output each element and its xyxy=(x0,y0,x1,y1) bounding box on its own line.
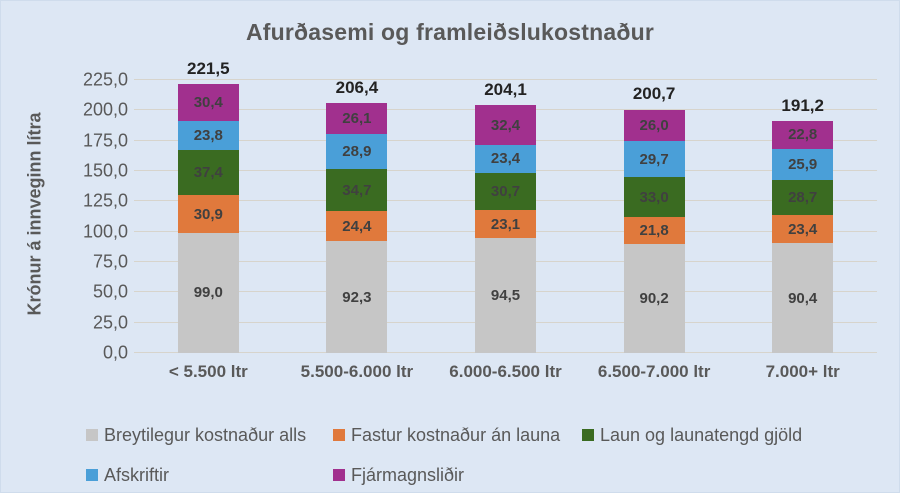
legend-item: Breytilegur kostnaður alls xyxy=(86,425,333,446)
y-tick-label: 125,0 xyxy=(82,190,128,211)
bar-total-label: 204,1 xyxy=(484,80,527,100)
bar-total-label: 200,7 xyxy=(632,84,676,104)
bar-segment: 25,9 xyxy=(772,148,834,181)
bar-segment: 99,0 xyxy=(177,232,239,353)
bar-segment: 23,4 xyxy=(772,214,834,244)
bar-segment: 29,7 xyxy=(623,141,685,178)
legend-item: Laun og launatengd gjöld xyxy=(582,425,802,446)
bar-segment: 28,9 xyxy=(326,134,388,170)
bar-segment: 94,5 xyxy=(475,238,536,353)
stacked-bar: 92,3 24,4 34,7 28,9 26,1 xyxy=(326,102,388,353)
bar-segment: 21,8 xyxy=(623,217,685,244)
y-axis-tick-labels: 0,0 25,0 50,0 75,0 100,0 125,0 150,0 175,0 200,0… xyxy=(1,70,128,363)
bar-segment: 28,7 xyxy=(772,180,834,215)
bar-segment: 26,0 xyxy=(623,109,685,142)
y-tick-label: 100,0 xyxy=(82,221,128,242)
y-tick-label: 200,0 xyxy=(82,99,128,120)
legend-label: Fastur kostnaður án launa xyxy=(351,424,561,445)
bar-segment: 34,7 xyxy=(326,169,388,212)
x-category-label: 6.500-7.000 ltr xyxy=(597,362,711,381)
legend-swatch-icon xyxy=(86,429,98,441)
bar-segment: 24,4 xyxy=(326,211,388,242)
gridline xyxy=(134,79,877,80)
bar-segment: 22,8 xyxy=(772,121,834,149)
legend-label: Afskriftir xyxy=(104,464,169,485)
x-category-label: 5.500-6.000 ltr xyxy=(300,362,414,381)
bar-segment: 30,7 xyxy=(475,173,536,211)
legend-swatch-icon xyxy=(333,469,345,481)
bar-segment: 90,4 xyxy=(772,243,834,353)
bar-segment: 92,3 xyxy=(326,241,388,353)
legend-label: Fjármagnsliðir xyxy=(351,464,465,485)
bar-total-label: 221,5 xyxy=(187,59,230,79)
y-tick-label: 0,0 xyxy=(102,342,128,363)
stacked-bar: 99,0 30,9 37,4 23,8 30,4 xyxy=(177,84,239,353)
x-category-label: 6.000-6.500 ltr xyxy=(449,362,562,381)
plot-area: 99,0 30,9 37,4 23,8 30,4 221,5 92,3 24,4 34,7 28,… xyxy=(134,59,877,353)
stacked-bar: 90,4 23,4 28,7 25,9 22,8 xyxy=(772,121,834,353)
bar-segment: 30,4 xyxy=(177,84,239,122)
bar-segment: 23,1 xyxy=(475,210,536,239)
legend-item: Afskriftir xyxy=(86,465,333,486)
bar-total-label: 206,4 xyxy=(335,77,379,97)
legend-label: Breytilegur kostnaður alls xyxy=(104,424,307,445)
y-tick-label: 175,0 xyxy=(82,130,128,151)
y-tick-label: 225,0 xyxy=(82,69,128,90)
legend: Breytilegur kostnaður alls Fastur kostnað… xyxy=(86,415,802,492)
bar-segment: 33,0 xyxy=(623,177,685,218)
bar-segment: 30,9 xyxy=(177,195,239,233)
y-tick-label: 75,0 xyxy=(92,251,128,272)
bar-segment: 32,4 xyxy=(475,105,536,145)
bar-total-label: 191,2 xyxy=(781,96,824,116)
stacked-bar: 94,5 23,1 30,7 23,4 32,4 xyxy=(475,105,536,353)
legend-item: Fastur kostnaður án launa xyxy=(333,425,582,446)
legend-item: Fjármagnsliðir xyxy=(333,465,582,486)
bar-segment: 90,2 xyxy=(623,243,685,353)
y-tick-label: 50,0 xyxy=(92,281,128,302)
chart-title: Afurðasemi og framleiðslukostnaður xyxy=(245,19,655,45)
x-category-label: 7.000+ ltr xyxy=(765,362,840,381)
x-axis-category-labels: < 5.500 ltr 5.500-6.000 ltr 6.000-6.500 lt… xyxy=(134,362,877,386)
bar-segment: 23,4 xyxy=(475,144,536,174)
bar-segment: 23,8 xyxy=(177,121,239,151)
stacked-bar: 90,2 21,8 33,0 29,7 26,0 xyxy=(623,109,685,353)
bar-segment: 26,1 xyxy=(326,102,388,135)
legend-swatch-icon xyxy=(582,429,594,441)
x-category-label: < 5.500 ltr xyxy=(168,362,248,381)
legend-label: Laun og launatengd gjöld xyxy=(600,424,803,445)
bar-segment: 37,4 xyxy=(177,150,239,196)
y-tick-label: 25,0 xyxy=(92,312,128,333)
legend-swatch-icon xyxy=(333,429,345,441)
legend-swatch-icon xyxy=(86,469,98,481)
y-tick-label: 150,0 xyxy=(82,160,128,181)
